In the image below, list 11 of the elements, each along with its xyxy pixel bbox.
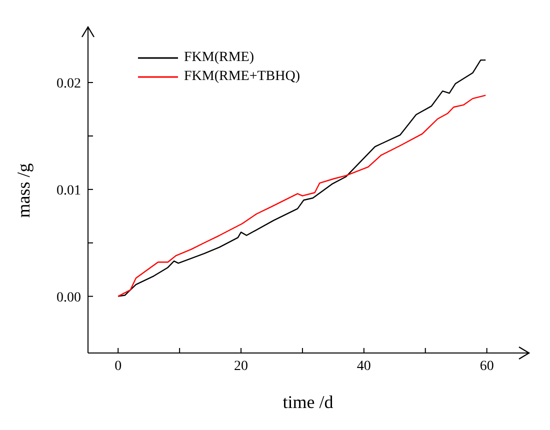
x-tick-label: 60 <box>480 358 494 374</box>
x-axis-title: time /d <box>282 392 334 412</box>
legend-label: FKM(RME+TBHQ) <box>184 68 300 86</box>
x-tick-label: 20 <box>234 358 248 374</box>
y-tick-label: 0.00 <box>56 290 81 306</box>
x-tick-label: 40 <box>356 358 371 374</box>
y-tick-label: 0.02 <box>56 76 81 92</box>
legend-label: FKM(RME) <box>184 49 254 67</box>
y-tick-label: 0.01 <box>56 183 81 198</box>
y-axis-title: mass /g <box>13 163 34 218</box>
x-tick-label: 0 <box>114 358 122 374</box>
